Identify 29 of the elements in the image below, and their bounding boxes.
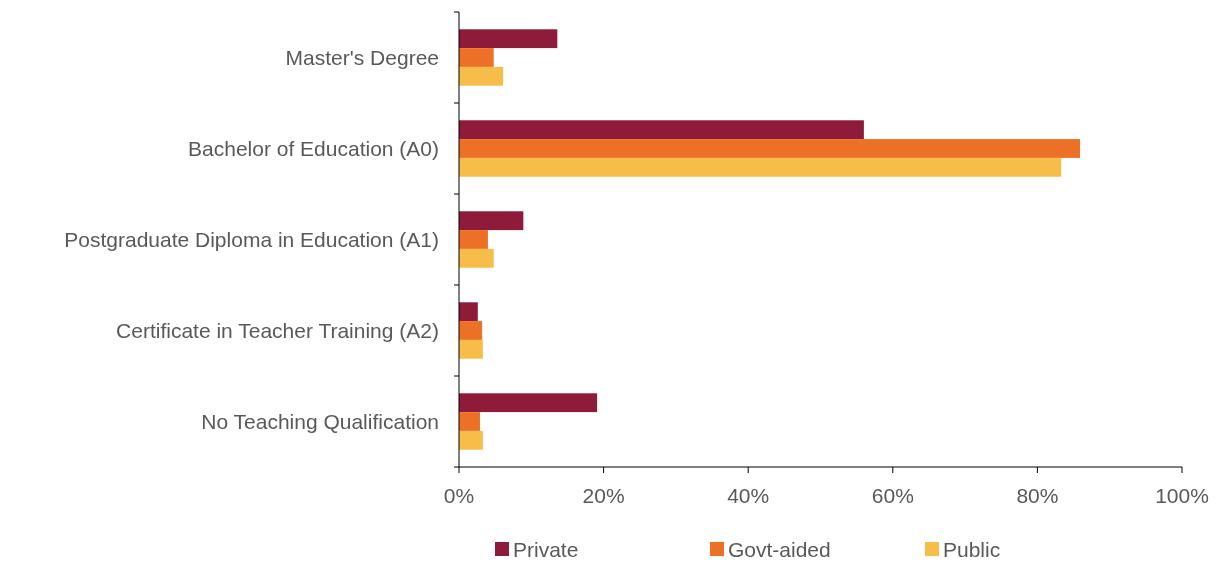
legend-label: Public (943, 538, 1001, 562)
bar (459, 321, 483, 340)
bar (459, 29, 558, 49)
bar (459, 248, 494, 268)
x-tick-label: 40% (727, 484, 770, 507)
y-tick-label: Master's Degree (285, 45, 439, 69)
y-tick-label: No Teaching Qualification (201, 409, 439, 433)
legend-label: Private (513, 538, 579, 562)
bar (459, 339, 483, 359)
x-tick-label: 100% (1155, 484, 1209, 507)
bar (459, 412, 480, 431)
bar (459, 139, 1081, 158)
bar (459, 120, 864, 140)
bar (459, 302, 478, 322)
bar (459, 430, 483, 450)
bar (459, 157, 1062, 177)
x-tick-label: 20% (582, 484, 625, 507)
x-tick-label: 60% (871, 484, 914, 507)
bar (459, 48, 494, 67)
y-tick-label: Certificate in Teacher Training (A2) (116, 318, 439, 342)
y-tick-label: Bachelor of Education (A0) (188, 136, 439, 160)
x-tick-label: 80% (1016, 484, 1059, 507)
y-tick-label: Postgraduate Diploma in Education (A1) (64, 227, 439, 251)
legend-label: Govt-aided (728, 538, 831, 562)
bar (459, 66, 504, 86)
x-tick-label: 0% (443, 484, 475, 507)
bar (459, 393, 598, 413)
bar (459, 211, 524, 231)
bar (459, 230, 488, 249)
